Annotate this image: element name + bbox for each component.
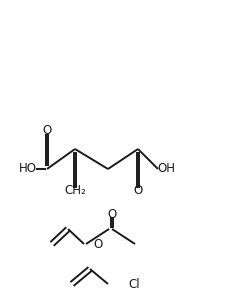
Text: O: O [107,208,117,220]
Text: O: O [42,125,52,137]
Text: O: O [93,237,103,250]
Text: CH₂: CH₂ [64,185,86,198]
Text: Cl: Cl [128,278,140,291]
Text: OH: OH [157,163,175,175]
Text: HO: HO [19,163,37,175]
Text: O: O [133,185,143,198]
